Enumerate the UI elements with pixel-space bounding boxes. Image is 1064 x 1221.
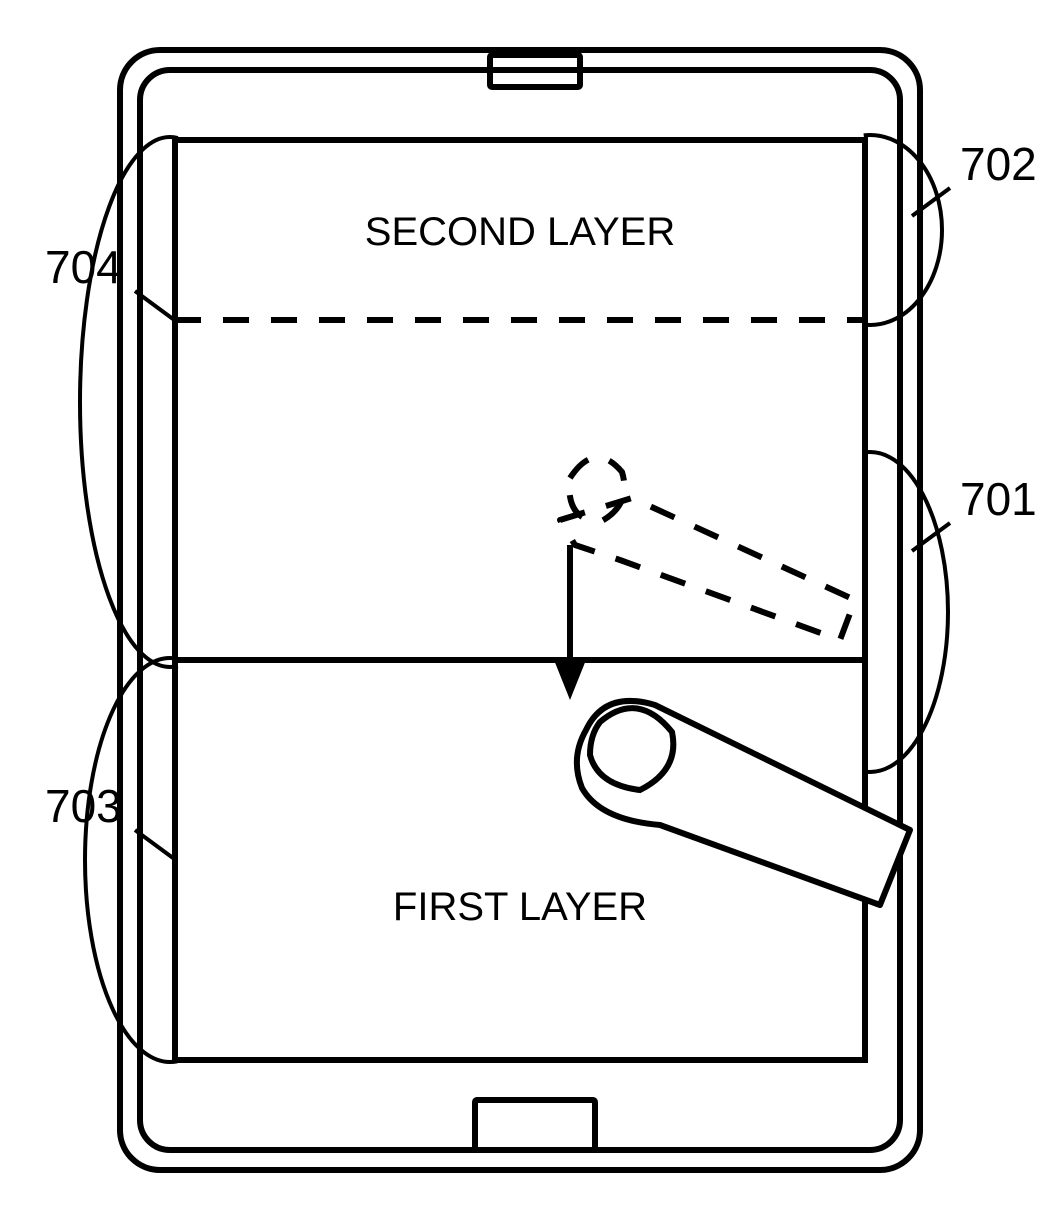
ref-label-701: 701 bbox=[960, 473, 1037, 525]
patent-figure: SECOND LAYER FIRST LAYER 701 702 703 704 bbox=[0, 0, 1064, 1221]
ref-label-703: 703 bbox=[45, 780, 122, 832]
ref-arc-701 bbox=[863, 452, 948, 772]
ref-label-704: 704 bbox=[45, 241, 122, 293]
ref-label-702: 702 bbox=[960, 138, 1037, 190]
ref-arc-703 bbox=[85, 658, 177, 1062]
finger-nail bbox=[590, 708, 673, 790]
label-first-layer: FIRST LAYER bbox=[393, 885, 647, 929]
gesture-arrow-head bbox=[554, 660, 586, 700]
label-second-layer: SECOND LAYER bbox=[365, 210, 675, 254]
home-button bbox=[475, 1100, 595, 1150]
finger-ghost-nail bbox=[569, 457, 624, 522]
ref-arc-704 bbox=[80, 137, 178, 667]
